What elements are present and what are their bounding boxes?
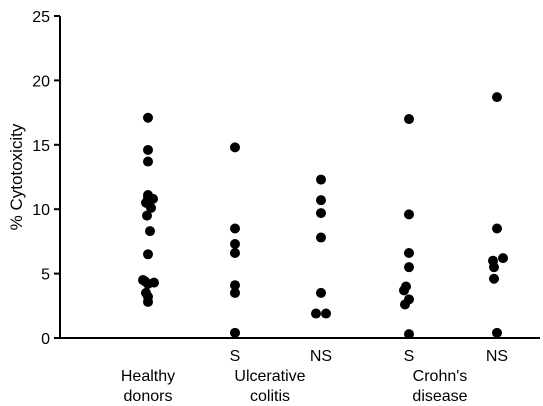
- y-tick-label: 10: [32, 202, 50, 219]
- data-point: [404, 114, 414, 125]
- data-point: [230, 327, 240, 338]
- data-point: [230, 287, 240, 298]
- y-tick-label: 25: [32, 9, 50, 26]
- data-point: [316, 208, 326, 219]
- data-point: [230, 223, 240, 234]
- data-point: [316, 232, 326, 243]
- group-label: donors: [124, 388, 173, 405]
- data-point: [146, 202, 156, 213]
- data-point: [404, 262, 414, 273]
- data-point: [230, 238, 240, 249]
- axes: 0 5 10 15 20 25 % Cytotoxicity: [7, 9, 540, 348]
- data-point: [143, 156, 153, 167]
- data-point: [492, 223, 502, 234]
- data-point: [492, 92, 502, 103]
- data-point: [143, 296, 153, 307]
- data-point: [142, 210, 152, 221]
- subgroup-label: NS: [310, 348, 332, 365]
- y-tick-label: 20: [32, 73, 50, 90]
- y-tick-label: 15: [32, 138, 50, 155]
- subgroup-label: S: [230, 348, 241, 365]
- data-point: [230, 142, 240, 153]
- data-point: [492, 327, 502, 338]
- data-point: [143, 144, 153, 155]
- group-label: Crohn's: [413, 368, 468, 385]
- data-point: [230, 247, 240, 258]
- data-point: [321, 308, 331, 319]
- group-label: Ulcerative: [234, 368, 305, 385]
- data-point: [145, 226, 155, 237]
- y-tick-label: 0: [41, 331, 50, 348]
- category-labels: Healthy donors S NS Ulcerative colitis S NS Croh…: [121, 348, 508, 405]
- data-point: [316, 195, 326, 206]
- y-tick-label: 5: [41, 267, 50, 284]
- data-point: [400, 299, 410, 310]
- group-label: colitis: [250, 388, 290, 405]
- data-point: [489, 262, 499, 273]
- data-point: [230, 280, 240, 291]
- data-point: [404, 329, 414, 340]
- data-point: [316, 287, 326, 298]
- data-point: [311, 308, 321, 319]
- subgroup-label: NS: [486, 348, 508, 365]
- data-point: [143, 249, 153, 260]
- data-point: [143, 112, 153, 123]
- data-point: [489, 273, 499, 284]
- data-point: [404, 209, 414, 220]
- data-point: [143, 278, 153, 289]
- data-points: [138, 92, 508, 340]
- y-axis-label: % Cytotoxicity: [7, 123, 26, 230]
- subgroup-label: S: [404, 348, 415, 365]
- data-point: [316, 174, 326, 185]
- data-point: [498, 253, 508, 264]
- group-label: Healthy: [121, 368, 175, 385]
- data-point: [404, 247, 414, 258]
- data-point: [399, 285, 409, 296]
- group-label: disease: [412, 388, 467, 405]
